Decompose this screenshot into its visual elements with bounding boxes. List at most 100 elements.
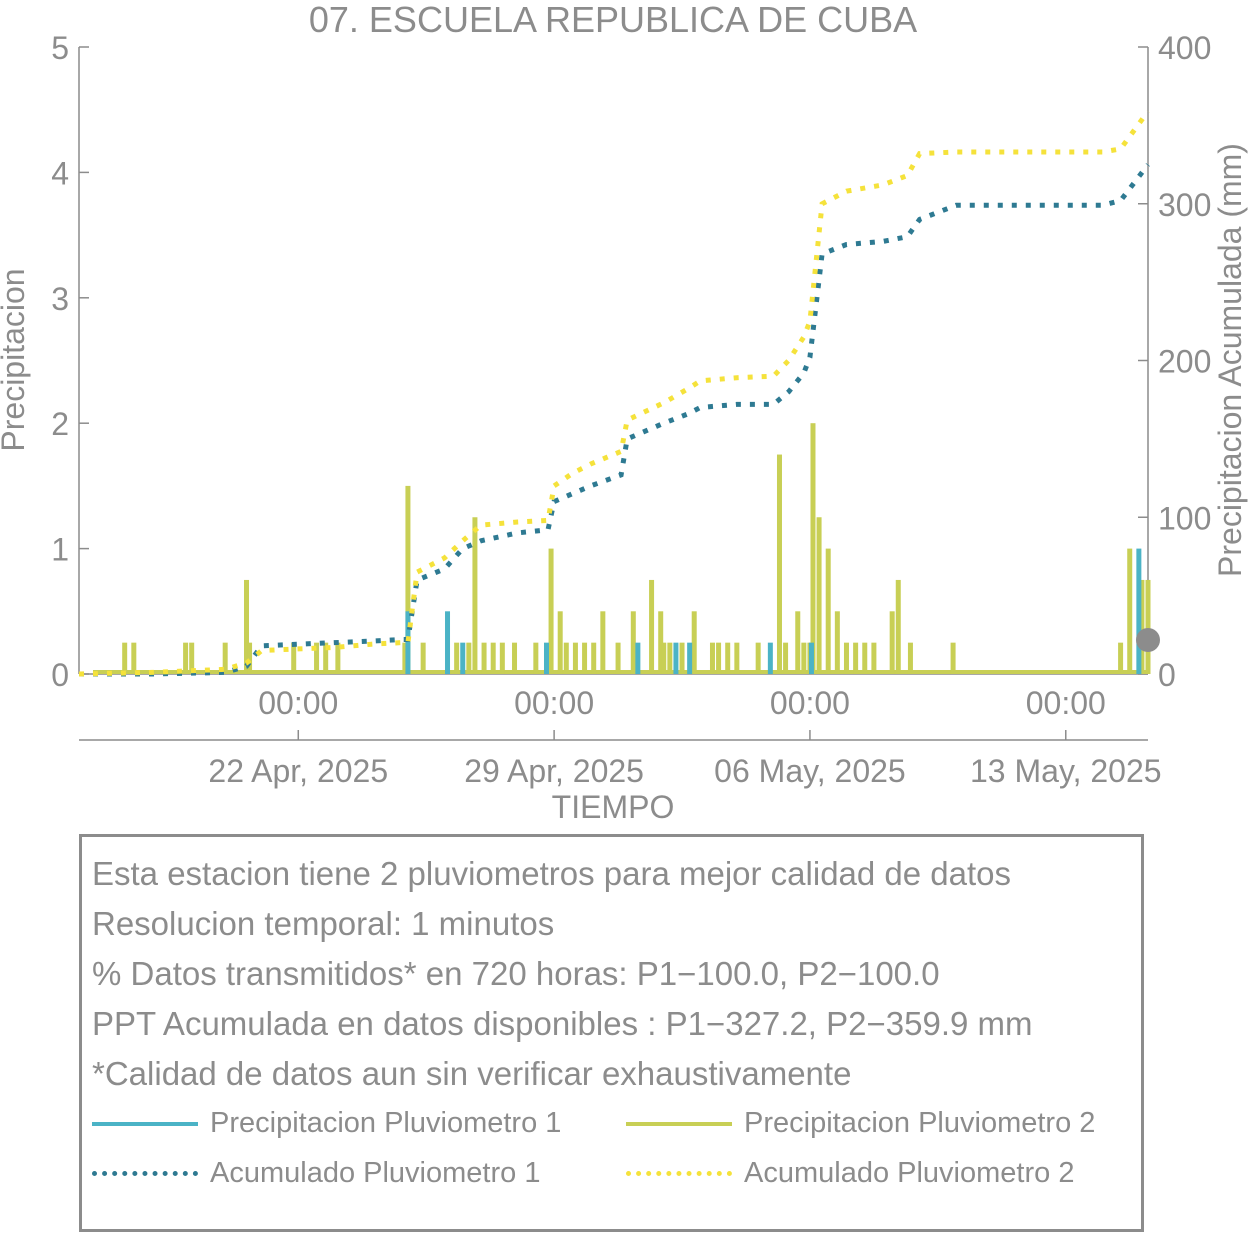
bar-precip-p2 (649, 579, 655, 674)
bar-precip-p2 (600, 611, 606, 674)
x-tick-time-label: 00:00 (770, 685, 850, 721)
y-right-label: Precipitacion Acumulada (mm) (1212, 143, 1248, 577)
left-tick-label: 3 (51, 281, 69, 317)
bar-precip-p2 (843, 642, 849, 674)
left-tick-label: 1 (51, 532, 69, 568)
right-tick-label: 200 (1158, 344, 1211, 380)
bar-precip-p2 (557, 611, 563, 674)
bar-precip-p2 (481, 642, 487, 674)
legend-label-precip-p1: Precipitacion Pluviometro 1 (210, 1107, 562, 1139)
bar-precip-p2 (1118, 642, 1124, 674)
y-left-label: Precipitacion (0, 268, 31, 451)
x-tick-date-label: 06 May, 2025 (714, 753, 906, 789)
bar-precip-p2 (222, 642, 228, 674)
bar-precip-p2 (247, 642, 253, 674)
bar-precip-p2 (853, 642, 859, 674)
bar-precip-p2 (862, 642, 868, 674)
bar-precip-p2 (615, 642, 621, 674)
line-acumulado-p2 (78, 109, 1151, 677)
x-tick-date-label: 13 May, 2025 (970, 753, 1162, 789)
cumulative-lines (78, 109, 1151, 677)
legend-label-precip-p2: Precipitacion Pluviometro 2 (744, 1107, 1096, 1139)
left-tick-label: 5 (51, 30, 69, 66)
series-precipitacion-pluviometro-2 (93, 423, 1151, 674)
bar-precip-p2 (1127, 548, 1133, 674)
bar-precip-p2 (323, 642, 329, 674)
x-tick-date-label: 29 Apr, 2025 (464, 753, 644, 789)
bar-precip-p1 (673, 642, 679, 674)
legend-item-acum-p2: Acumulado Pluviometro 2 (626, 1157, 1074, 1190)
bar-precip-p2 (725, 642, 731, 674)
bar-precip-p1 (687, 642, 693, 674)
bar-precip-p2 (889, 611, 895, 674)
x-tick-time-label: 00:00 (514, 685, 594, 721)
info-line-3: % Datos transmitidos* en 720 horas: P1−1… (92, 955, 940, 992)
bar-precip-p2 (582, 642, 588, 674)
x-tick-date-label: 22 Apr, 2025 (208, 753, 388, 789)
bar-precip-p2 (755, 642, 761, 674)
bar-precip-p2 (548, 548, 554, 674)
info-line-5: *Calidad de datos aun sin verificar exha… (92, 1055, 852, 1092)
bar-precip-p2 (420, 642, 426, 674)
left-tick-label: 2 (51, 406, 69, 442)
info-line-4: PPT Acumulada en datos disponibles : P1−… (92, 1005, 1033, 1042)
bar-precip-p2 (402, 642, 408, 674)
bar-precip-p1 (445, 611, 451, 674)
bar-precip-p2 (533, 642, 539, 674)
info-line-2: Resolucion temporal: 1 minutos (92, 905, 555, 942)
bar-precip-p2 (572, 642, 578, 674)
bar-precip-p2 (716, 642, 722, 674)
bar-precip-p1 (543, 642, 549, 674)
bar-precip-p2 (816, 517, 822, 674)
bar-precip-p2 (667, 642, 673, 674)
bar-precip-p2 (871, 642, 877, 674)
bar-precip-p2 (472, 517, 478, 674)
bar-precip-p2 (244, 579, 250, 674)
legend-item-precip-p1: Precipitacion Pluviometro 1 (92, 1107, 561, 1140)
bar-precip-p2 (810, 423, 816, 674)
bar-precip-p2 (499, 642, 505, 674)
legend-swatch-precip-p1 (92, 1121, 198, 1126)
bar-precip-p2 (314, 642, 320, 674)
right-tick-label: 100 (1158, 500, 1211, 536)
legend-item-precip-p2: Precipitacion Pluviometro 2 (626, 1107, 1095, 1140)
bar-precip-p2 (907, 642, 913, 674)
bar-precip-p2 (1145, 579, 1151, 674)
bar-precip-p2 (591, 642, 597, 674)
bar-precip-p2 (795, 611, 801, 674)
bar-precip-p2 (709, 642, 715, 674)
left-tick-label: 0 (51, 657, 69, 693)
bar-precip-p2 (679, 642, 685, 674)
x-ticks: 00:00 22 Apr, 2025 00:00 29 Apr, 2025 00:00 0… (208, 685, 1161, 789)
bar-precip-p2 (1139, 579, 1145, 674)
info-line-1: Esta estacion tiene 2 pluviometros para … (92, 855, 1012, 892)
series-precipitacion-pluviometro-1 (405, 548, 1142, 674)
info-box: Esta estacion tiene 2 pluviometros para … (79, 834, 1144, 1232)
bar-precip-p2 (658, 611, 664, 674)
bar-precip-p1 (1136, 548, 1142, 674)
bar-precip-p2 (783, 642, 789, 674)
bar-precip-p2 (691, 611, 697, 674)
bar-precip-p2 (734, 642, 740, 674)
left-y-ticks: 0 1 2 3 4 5 (51, 30, 89, 693)
right-tick-label: 0 (1158, 657, 1176, 693)
legend-swatch-acum-p1 (92, 1171, 198, 1176)
bar-precip-p2 (454, 642, 460, 674)
bar-precip-p1 (767, 642, 773, 674)
x-tick-time-label: 00:00 (1026, 685, 1106, 721)
bar-precip-p2 (512, 642, 518, 674)
bar-precip-p1 (405, 611, 411, 674)
right-y-ticks: 0 100 200 300 400 (1138, 30, 1211, 693)
bar-precip-p2 (490, 642, 496, 674)
bar-precip-p2 (895, 579, 901, 674)
bar-precip-p2 (466, 642, 472, 674)
bar-precip-p2 (563, 642, 569, 674)
right-tick-label: 400 (1158, 30, 1211, 66)
legend-swatch-acum-p2 (626, 1171, 732, 1176)
bar-precip-p2 (291, 642, 297, 674)
chart-area: 07. ESCUELA REPUBLICA DE CUBA 0 1 2 3 4 5 0 10… (0, 0, 1248, 825)
bar-precip-p2 (630, 611, 636, 674)
bar-precip-p2 (661, 642, 667, 674)
bar-precip-p2 (189, 642, 195, 674)
chart-title: 07. ESCUELA REPUBLICA DE CUBA (309, 0, 917, 40)
